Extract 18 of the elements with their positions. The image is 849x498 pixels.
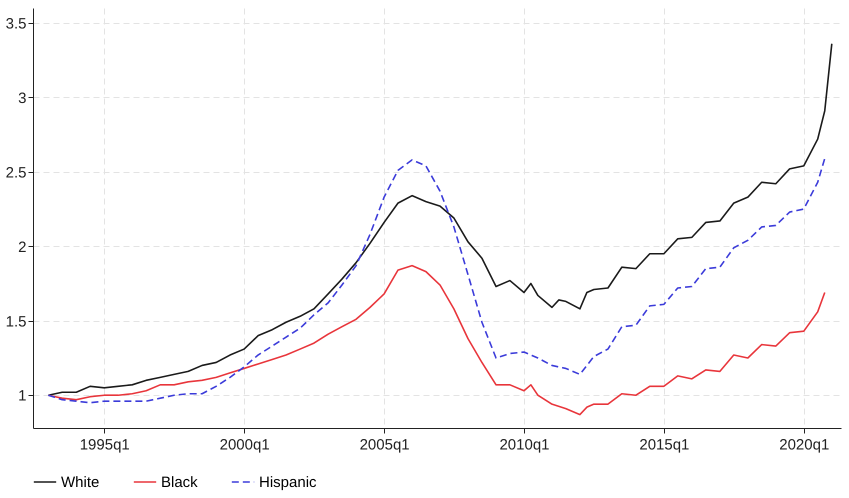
y-tick-label: 3.5 xyxy=(6,15,26,32)
x-tick-label: 2015q1 xyxy=(639,436,690,454)
y-tick-label: 1.5 xyxy=(6,313,26,330)
legend-label: White xyxy=(61,474,100,491)
y-tick-label: 2.5 xyxy=(6,164,26,182)
line-series xyxy=(48,264,826,416)
x-tick-label: 2000q1 xyxy=(220,436,270,454)
x-tick-label: 2020q1 xyxy=(779,436,830,454)
x-tick-label: 2010q1 xyxy=(499,436,550,454)
legend-label: Hispanic xyxy=(259,474,318,491)
y-tick-label: 2 xyxy=(18,238,26,256)
line-series xyxy=(48,42,833,396)
x-tick-label: 1995q1 xyxy=(80,436,130,454)
x-tick-label: 2005q1 xyxy=(360,436,410,454)
y-tick-label: 1 xyxy=(18,388,26,405)
legend-label: Black xyxy=(161,474,198,491)
y-tick-label: 3 xyxy=(18,90,26,107)
line-series xyxy=(48,158,826,404)
